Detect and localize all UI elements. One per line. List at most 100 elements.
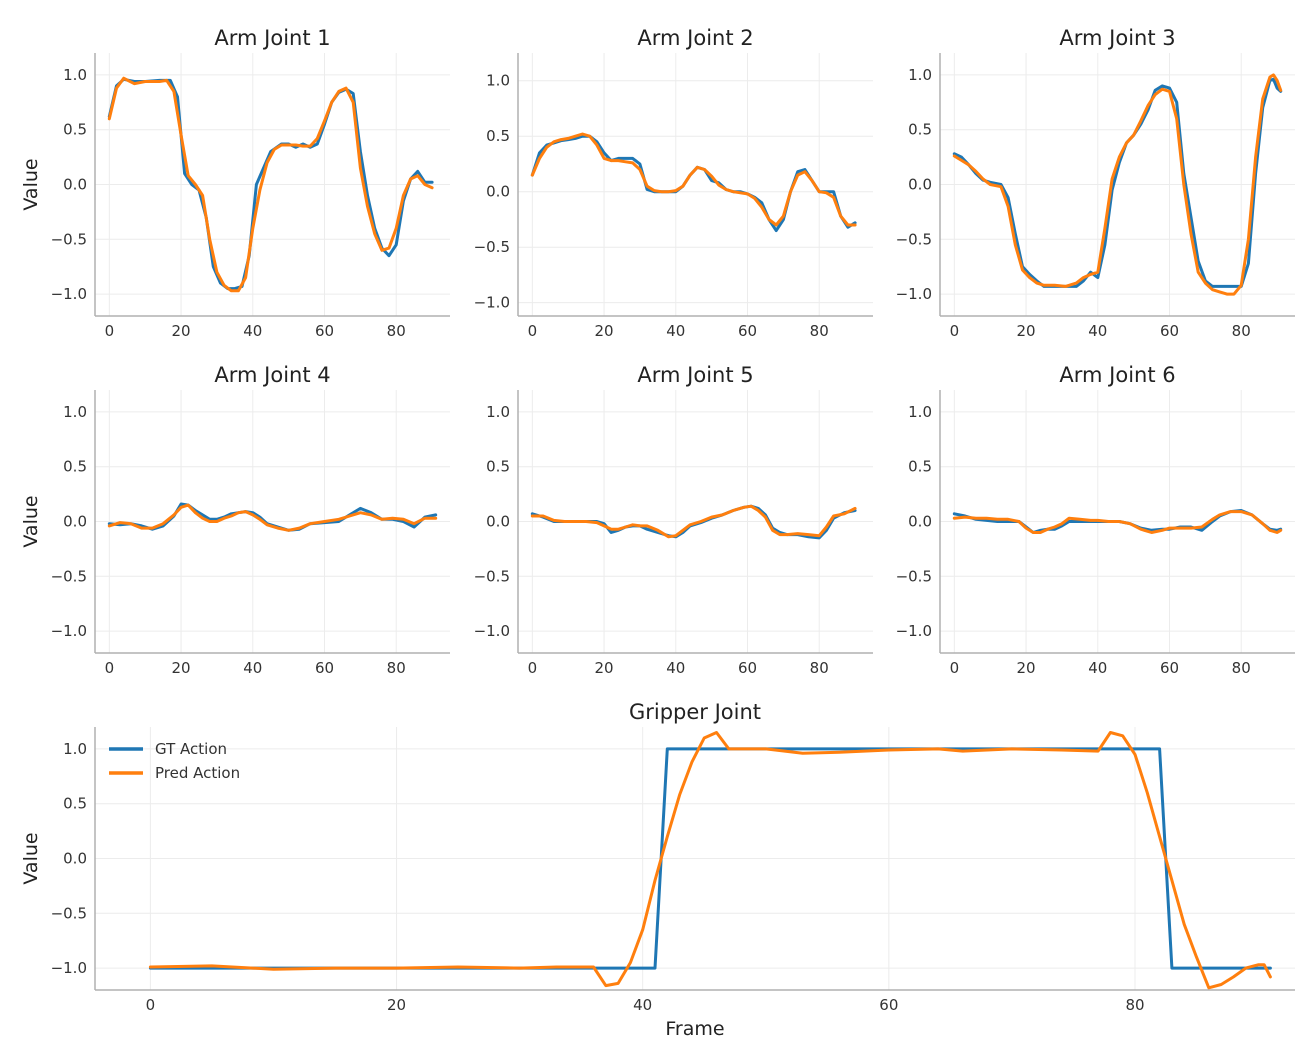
- y-tick-label: 1.0: [63, 403, 87, 421]
- y-tick-label: −1.0: [474, 622, 510, 640]
- y-tick-label: 0.5: [63, 121, 87, 139]
- y-tick-label: 0.0: [908, 176, 932, 194]
- subplot-4: 0 20 40 60 80 1.0 0.5 0.0 −0.5 −1.0 Arm Joint 4 Val…: [20, 363, 450, 677]
- series-line-pred-action: [530, 504, 857, 539]
- series-line-gt-action: [952, 77, 1283, 288]
- y-tick-label: 0.5: [486, 458, 510, 476]
- y-tick-label: −1.0: [51, 959, 87, 977]
- x-tick-label: 0: [105, 322, 115, 340]
- y-tick-label: 0.0: [486, 513, 510, 531]
- y-tick-label: 1.0: [63, 740, 87, 758]
- subplot-title: Arm Joint 4: [214, 363, 330, 387]
- subplot-3: 0 20 40 60 80 1.0 0.5 0.0 −0.5 −1.0 Arm Joint 3: [896, 26, 1295, 340]
- x-tick-label: 60: [879, 996, 898, 1014]
- x-tick-label: 20: [172, 322, 191, 340]
- y-tick-label: 1.0: [908, 66, 932, 84]
- x-tick-label: 20: [1017, 322, 1036, 340]
- x-tick-label: 20: [595, 659, 614, 677]
- series-line-gt-action: [530, 134, 857, 233]
- x-tick-label: 40: [666, 659, 685, 677]
- y-tick-label: 0.5: [63, 795, 87, 813]
- y-tick-label: −0.5: [51, 904, 87, 922]
- series-line-pred-action: [148, 731, 1272, 990]
- x-tick-label: 80: [810, 322, 829, 340]
- x-tick-label: 40: [243, 322, 262, 340]
- x-tick-label: 60: [315, 322, 334, 340]
- series-line-gt-action: [107, 77, 434, 291]
- y-tick-label: 0.0: [486, 183, 510, 201]
- subplot-title: Arm Joint 5: [637, 363, 753, 387]
- subplot-1: 0 20 40 60 80 1.0 0.5 0.0 −0.5 −1.0 Arm Joint 1 Val…: [20, 26, 450, 340]
- subplot-title: Arm Joint 6: [1059, 363, 1175, 387]
- x-tick-label: 0: [146, 996, 156, 1014]
- y-axis-label: Value: [20, 832, 42, 884]
- x-tick-label: 0: [950, 659, 960, 677]
- y-tick-label: −1.0: [474, 294, 510, 312]
- x-tick-label: 20: [387, 996, 406, 1014]
- x-tick-label: 40: [243, 659, 262, 677]
- y-tick-label: 0.0: [63, 850, 87, 868]
- x-tick-label: 80: [1232, 659, 1251, 677]
- x-axis-label: Frame: [665, 1018, 724, 1040]
- y-tick-label: 0.0: [63, 176, 87, 194]
- subplot-title: Arm Joint 2: [637, 26, 753, 50]
- y-tick-label: −1.0: [51, 285, 87, 303]
- subplot-title: Arm Joint 3: [1059, 26, 1175, 50]
- y-tick-label: −0.5: [51, 567, 87, 585]
- subplot-6: 0 20 40 60 80 1.0 0.5 0.0 −0.5 −1.0 Arm Joint 6: [896, 363, 1295, 677]
- x-tick-label: 40: [666, 322, 685, 340]
- x-tick-label: 80: [387, 659, 406, 677]
- y-tick-label: −1.0: [51, 622, 87, 640]
- y-tick-label: 0.0: [63, 513, 87, 531]
- x-tick-label: 60: [738, 659, 757, 677]
- legend-label: GT Action: [155, 740, 227, 758]
- y-tick-label: −0.5: [896, 230, 932, 248]
- x-tick-label: 60: [738, 322, 757, 340]
- x-tick-label: 80: [1232, 322, 1251, 340]
- x-tick-label: 80: [810, 659, 829, 677]
- y-tick-label: −0.5: [474, 238, 510, 256]
- y-axis-label: Value: [20, 495, 42, 547]
- subplot-2: 0 20 40 60 80 1.0 0.5 0.0 −0.5 −1.0 Arm Joint 2: [474, 26, 873, 340]
- subplot-title: Gripper Joint: [629, 700, 761, 724]
- y-tick-label: 0.5: [908, 458, 932, 476]
- series-line-pred-action: [107, 503, 438, 532]
- y-tick-label: −1.0: [896, 285, 932, 303]
- legend: GT Action Pred Action: [109, 740, 240, 782]
- y-axis-label: Value: [20, 158, 42, 210]
- x-tick-label: 40: [633, 996, 652, 1014]
- x-tick-label: 20: [1017, 659, 1036, 677]
- x-tick-label: 60: [315, 659, 334, 677]
- y-tick-label: −0.5: [474, 567, 510, 585]
- y-tick-label: 1.0: [486, 72, 510, 90]
- x-tick-label: 0: [950, 322, 960, 340]
- y-tick-label: 1.0: [908, 403, 932, 421]
- series-line-pred-action: [530, 132, 857, 227]
- series-line-pred-action: [107, 76, 434, 293]
- x-tick-label: 20: [172, 659, 191, 677]
- x-tick-label: 80: [387, 322, 406, 340]
- y-tick-label: −0.5: [51, 230, 87, 248]
- y-tick-label: −1.0: [896, 622, 932, 640]
- x-tick-label: 0: [528, 659, 538, 677]
- x-tick-label: 0: [105, 659, 115, 677]
- x-tick-label: 0: [528, 322, 538, 340]
- legend-label: Pred Action: [155, 764, 240, 782]
- y-tick-label: 1.0: [486, 403, 510, 421]
- y-tick-label: 0.5: [908, 121, 932, 139]
- y-tick-label: 0.5: [486, 127, 510, 145]
- y-tick-label: 0.0: [908, 513, 932, 531]
- y-tick-label: −0.5: [896, 567, 932, 585]
- y-tick-label: 1.0: [63, 66, 87, 84]
- x-tick-label: 60: [1160, 322, 1179, 340]
- x-tick-label: 60: [1160, 659, 1179, 677]
- subplot-5: 0 20 40 60 80 1.0 0.5 0.0 −0.5 −1.0 Arm Joint 5: [474, 363, 873, 677]
- x-tick-label: 80: [1125, 996, 1144, 1014]
- y-tick-label: 0.5: [63, 458, 87, 476]
- subplot-title: Arm Joint 1: [214, 26, 330, 50]
- series-line-pred-action: [952, 510, 1283, 534]
- subplot-7: 0 20 40 60 80 1.0 0.5 0.0 −0.5 −1.0 Gripper Joint V…: [20, 700, 1295, 1040]
- x-tick-label: 40: [1088, 659, 1107, 677]
- x-tick-label: 40: [1088, 322, 1107, 340]
